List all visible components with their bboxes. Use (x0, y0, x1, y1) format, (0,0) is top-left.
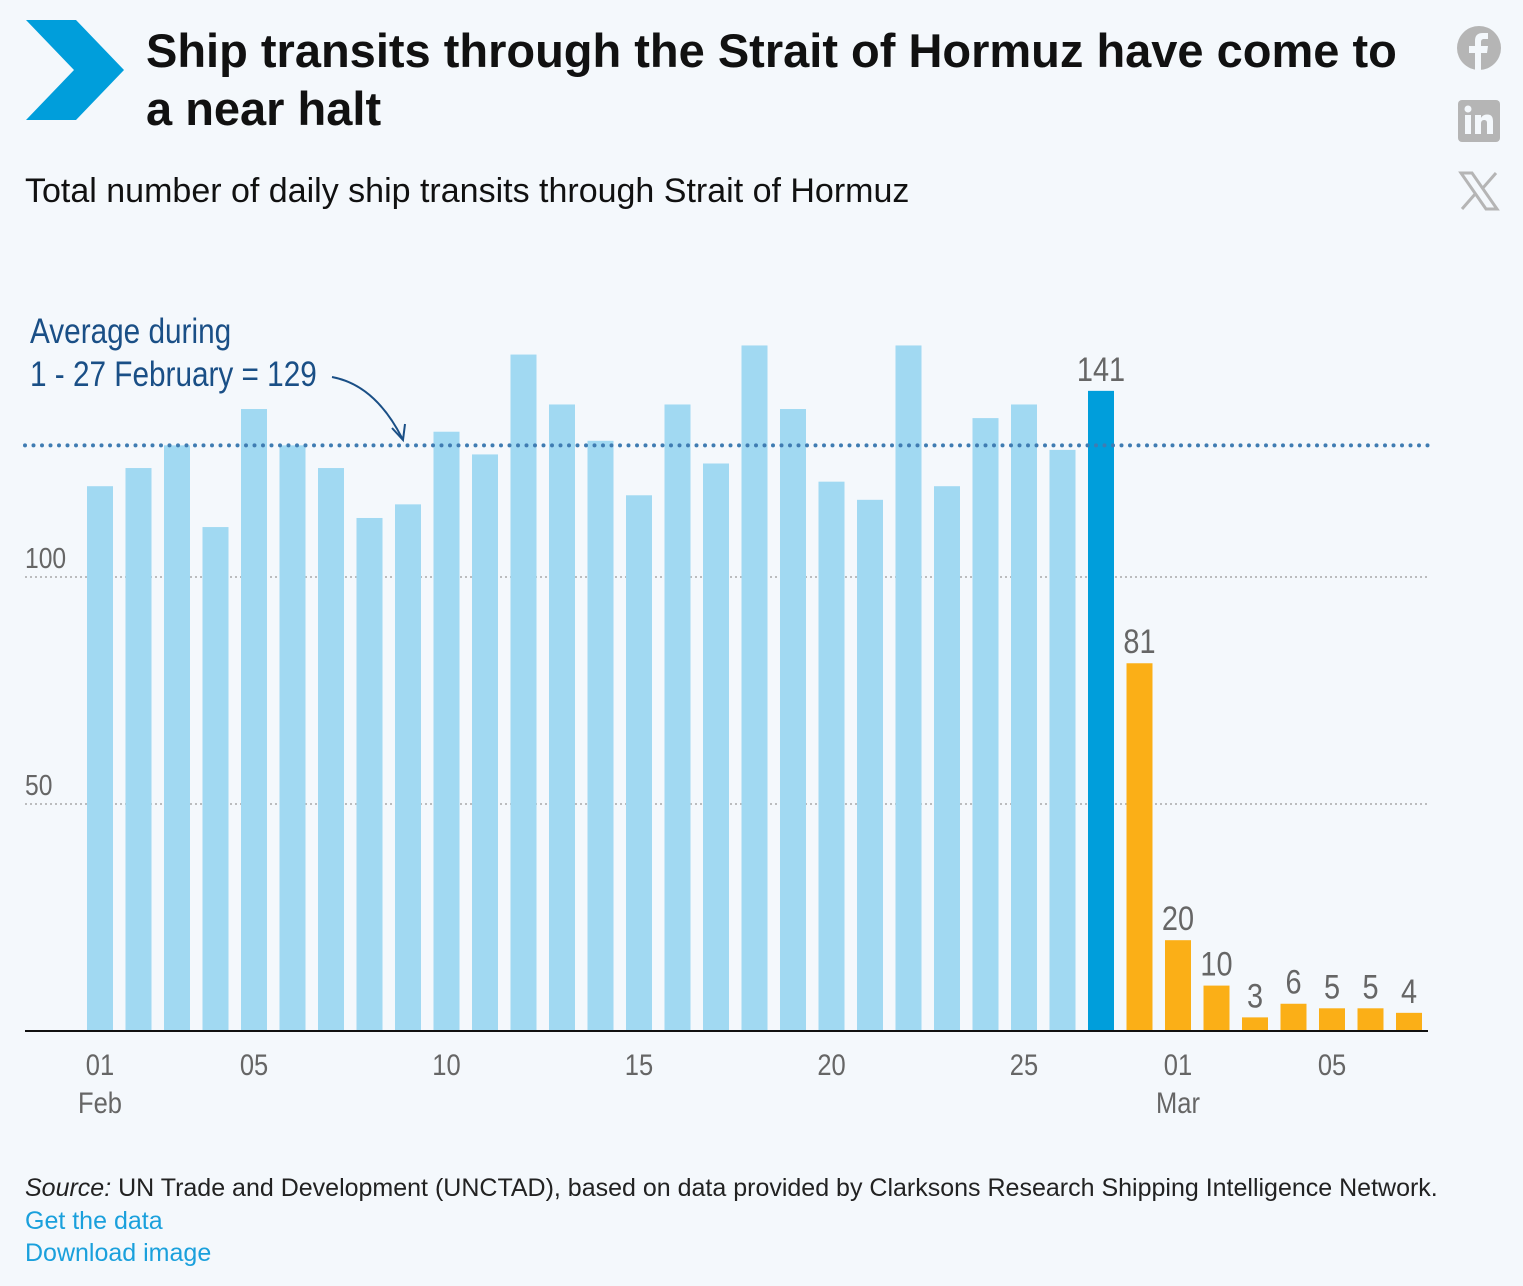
bar-feb-16 (664, 404, 691, 1032)
bar-feb-15 (626, 495, 652, 1031)
bar-mar-05 (1319, 1008, 1345, 1031)
bar-feb-01 (87, 486, 113, 1031)
x-tick-label: 05 (1318, 1048, 1346, 1081)
average-annotation-line1: Average during (30, 312, 231, 351)
bar-feb-05 (241, 409, 267, 1031)
get-data-link[interactable]: Get the data (25, 1207, 163, 1235)
annotation-arrow (331, 376, 403, 439)
bar-mar-07 (1396, 1012, 1422, 1031)
data-label: 4 (1401, 972, 1417, 1011)
data-label: 20 (1162, 899, 1194, 938)
bar-mar-06 (1357, 1008, 1384, 1031)
x-tick-label: 10 (432, 1048, 460, 1081)
chart-subtitle: Total number of daily ship transits thro… (25, 172, 910, 210)
brand-chevron-icon (26, 20, 124, 120)
bar-mar-04 (1280, 1003, 1307, 1031)
bar-mar-02 (1203, 985, 1230, 1031)
y-tick-label: 100 (25, 542, 66, 574)
bar-feb-18 (741, 345, 768, 1032)
data-label: 5 (1362, 967, 1378, 1006)
linkedin-icon[interactable] (1456, 98, 1502, 144)
average-annotation-line2: 1 - 27 February = 129 (30, 355, 317, 394)
bar-feb-07 (318, 468, 344, 1031)
source-note: Source: UN Trade and Development (UNCTAD… (25, 1174, 1438, 1203)
source-label: Source: (25, 1174, 112, 1202)
source-text: UN Trade and Development (UNCTAD), based… (111, 1174, 1438, 1202)
bar-mar-01 (1165, 940, 1191, 1031)
data-label: 5 (1324, 967, 1340, 1006)
x-tick-label: 25 (1010, 1048, 1038, 1081)
data-label: 6 (1285, 963, 1301, 1002)
bar-feb-03 (164, 445, 190, 1032)
bar-feb-08 (356, 517, 383, 1031)
chart-title: Ship transits through the Strait of Horm… (146, 24, 1397, 135)
bar-feb-06 (279, 445, 306, 1032)
bar-feb-04 (202, 527, 229, 1031)
x-tick-month: Feb (78, 1086, 122, 1119)
bar-feb-24 (972, 418, 999, 1032)
bar-feb-20 (818, 481, 845, 1031)
x-tick-label: 01 (1164, 1048, 1192, 1081)
bar-mar-03 (1242, 1017, 1268, 1031)
x-tick-label: 05 (240, 1048, 268, 1081)
bar-feb-13 (549, 404, 575, 1032)
bar-feb-10 (433, 431, 460, 1032)
bar-feb-21 (857, 499, 883, 1031)
data-label: 10 (1200, 944, 1232, 983)
x-tick-month: Mar (1156, 1086, 1200, 1119)
bar-feb-28 (1126, 663, 1153, 1031)
bar-feb-11 (472, 454, 498, 1031)
facebook-icon[interactable] (1456, 25, 1502, 71)
data-label: 81 (1123, 622, 1155, 661)
bar-feb-17 (703, 463, 729, 1031)
download-image-link[interactable]: Download image (25, 1239, 212, 1267)
bar-feb-02 (125, 468, 152, 1031)
bar-feb-12 (510, 354, 537, 1031)
x-icon[interactable] (1456, 168, 1502, 214)
bar-feb-25 (1011, 404, 1037, 1032)
x-tick-label: 01 (86, 1048, 114, 1081)
y-tick-label: 50 (25, 769, 52, 801)
x-tick-label: 15 (625, 1048, 653, 1081)
data-label: 3 (1247, 976, 1263, 1015)
x-tick-label: 20 (817, 1048, 845, 1081)
arrowhead-icon (391, 423, 406, 443)
bar-feb-09 (395, 504, 421, 1031)
bar-feb-27 (1088, 390, 1114, 1031)
bar-feb-23 (934, 486, 960, 1031)
bar-feb-14 (587, 440, 614, 1031)
data-label: 141 (1077, 350, 1125, 389)
bar-feb-19 (780, 409, 806, 1031)
bar-feb-26 (1049, 449, 1076, 1031)
bar-feb-22 (895, 345, 922, 1032)
